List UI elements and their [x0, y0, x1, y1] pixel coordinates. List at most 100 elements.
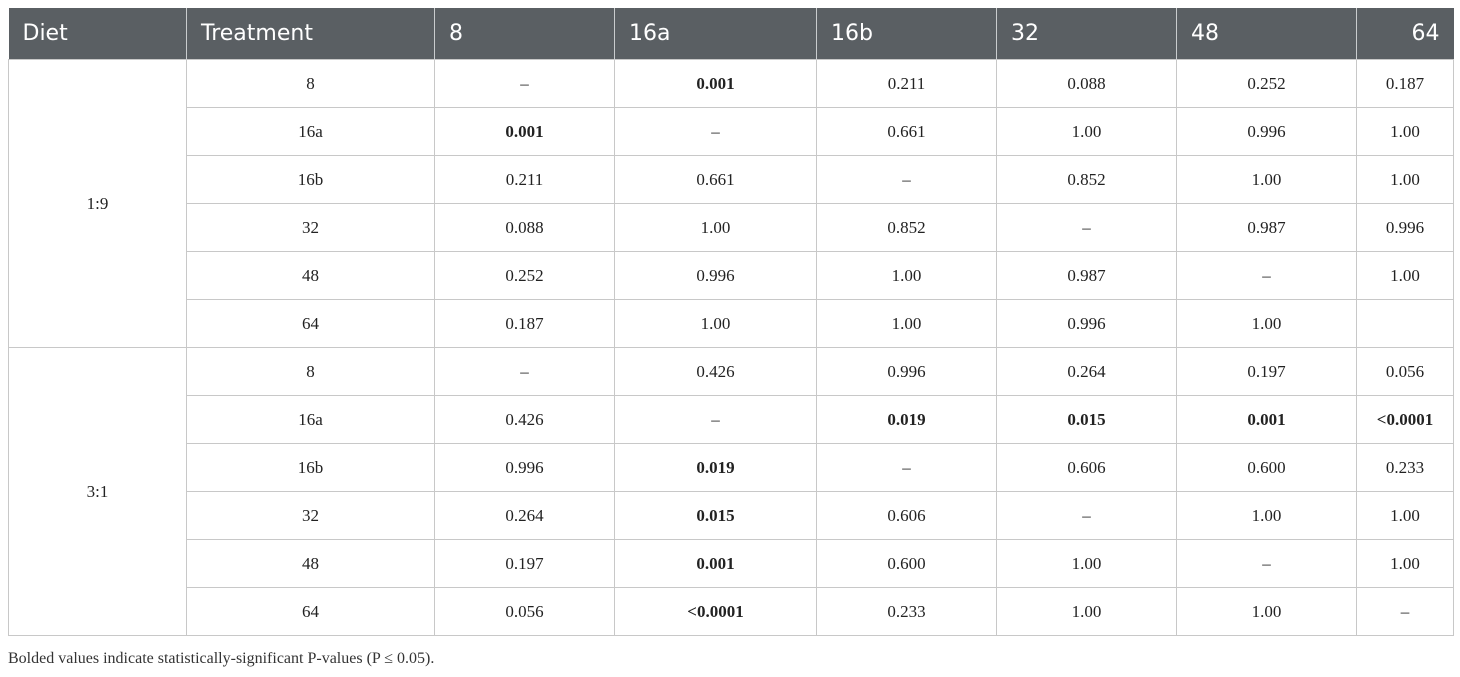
pvalue-cell-16b: 0.996 — [816, 347, 997, 396]
treatment-cell: 16a — [186, 395, 435, 444]
pvalue-cell-16a: <0.0001 — [614, 587, 817, 636]
pvalue-cell-8: 0.426 — [434, 395, 615, 444]
pvalue-cell-16b: – — [816, 443, 997, 492]
treatment-cell: 32 — [186, 491, 435, 540]
header-col-64: 64 — [1356, 8, 1454, 60]
pvalue-cell-16b: 0.600 — [816, 539, 997, 588]
pvalue-cell-8: 0.088 — [434, 203, 615, 252]
pvalue-cell-48: 0.600 — [1176, 443, 1357, 492]
pvalue-cell-16a: 0.426 — [614, 347, 817, 396]
pvalue-cell-16b: 1.00 — [816, 251, 997, 300]
pvalue-cell-64: 0.233 — [1356, 443, 1454, 492]
pvalue-cell-8: – — [434, 347, 615, 396]
pvalue-cell-64: 0.996 — [1356, 203, 1454, 252]
pvalue-cell-64: 1.00 — [1356, 107, 1454, 156]
pvalue-cell-64: 0.187 — [1356, 59, 1454, 108]
pvalue-cell-64: 1.00 — [1356, 539, 1454, 588]
pvalue-cell-48: 0.001 — [1176, 395, 1357, 444]
pvalue-cell-48: 1.00 — [1176, 491, 1357, 540]
pvalue-cell-64: 0.056 — [1356, 347, 1454, 396]
pvalue-cell-64 — [1356, 299, 1454, 348]
pvalue-cell-64: 1.00 — [1356, 251, 1454, 300]
header-col-16a: 16a — [614, 8, 817, 60]
treatment-cell: 48 — [186, 251, 435, 300]
pvalue-cell-16b: 0.211 — [816, 59, 997, 108]
treatment-cell: 16b — [186, 155, 435, 204]
table-footnote: Bolded values indicate statistically-sig… — [8, 650, 435, 667]
pvalue-cell-48: 0.996 — [1176, 107, 1357, 156]
pvalue-cell-64: 1.00 — [1356, 155, 1454, 204]
pvalue-cell-8: 0.001 — [434, 107, 615, 156]
pvalue-cell-32: 0.996 — [996, 299, 1177, 348]
pvalue-cell-16a: 0.019 — [614, 443, 817, 492]
pvalue-cell-16a: – — [614, 107, 817, 156]
pvalue-cell-32: 0.606 — [996, 443, 1177, 492]
pvalue-cell-32: 0.987 — [996, 251, 1177, 300]
table-row: 48 0.252 0.996 1.00 0.987–1.00 — [9, 251, 1454, 300]
pvalue-cell-8: 0.197 — [434, 539, 615, 588]
table-row: 64 0.056 <0.0001 0.233 1.00 1.00– — [9, 587, 1454, 636]
pvalue-cell-48: 0.197 — [1176, 347, 1357, 396]
pvalue-cell-16b: 0.019 — [816, 395, 997, 444]
table-row: 16a 0.001–0.661 1.00 0.996 1.00 — [9, 107, 1454, 156]
pvalue-cell-32: 0.852 — [996, 155, 1177, 204]
table-body: 1:9 8–0.001 0.211 0.088 0.252 0.187 16a 0.001–0… — [8, 59, 1454, 636]
table-row: 16b 0.996 0.019–0.606 0.600 0.233 — [9, 443, 1454, 492]
treatment-cell: 32 — [186, 203, 435, 252]
table-row: 16b 0.211 0.661–0.852 1.00 1.00 — [9, 155, 1454, 204]
header-treatment: Treatment — [186, 8, 435, 60]
pvalue-cell-64: <0.0001 — [1356, 395, 1454, 444]
header-diet: Diet — [8, 8, 187, 60]
header-col-32: 32 — [996, 8, 1177, 60]
table-header: Diet Treatment 8 16a 16b 32 48 64 — [8, 8, 1454, 60]
pvalue-cell-16a: 0.996 — [614, 251, 817, 300]
table-row: 1:9 8–0.001 0.211 0.088 0.252 0.187 — [8, 59, 1454, 348]
pvalue-cell-8: 0.187 — [434, 299, 615, 348]
treatment-cell: 8 — [186, 347, 435, 396]
pvalue-cell-16b: 1.00 — [816, 299, 997, 348]
pvalue-cell-48: 1.00 — [1176, 299, 1357, 348]
pvalue-cell-48: – — [1176, 251, 1357, 300]
pvalue-cell-32: 0.015 — [996, 395, 1177, 444]
table-row: 64 0.187 1.00 1.00 0.996 1.00 — [9, 299, 1454, 348]
pvalue-cell-48: 1.00 — [1176, 155, 1357, 204]
pvalue-cell-16b: 0.233 — [816, 587, 997, 636]
pvalue-cell-32: 0.264 — [996, 347, 1177, 396]
pvalue-cell-48: – — [1176, 539, 1357, 588]
pvalue-cell-8: 0.211 — [434, 155, 615, 204]
table-row: 32 0.088 1.00 0.852–0.987 0.996 — [9, 203, 1454, 252]
pvalue-cell-16b: 0.852 — [816, 203, 997, 252]
pvalue-cell-32: – — [996, 203, 1177, 252]
pvalue-cell-16a: – — [614, 395, 817, 444]
pvalue-cell-8: – — [434, 59, 615, 108]
pvalue-cell-8: 0.056 — [434, 587, 615, 636]
pvalue-cell-32: 1.00 — [996, 587, 1177, 636]
header-col-8: 8 — [434, 8, 615, 60]
pvalue-cell-16b: 0.661 — [816, 107, 997, 156]
pvalue-table-container: Diet Treatment 8 16a 16b 32 48 64 1:9 8–0… — [8, 8, 1454, 636]
treatment-cell: 64 — [186, 587, 435, 636]
pvalue-cell-16a: 0.015 — [614, 491, 817, 540]
pvalue-cell-48: 0.252 — [1176, 59, 1357, 108]
pvalue-cell-8: 0.996 — [434, 443, 615, 492]
pvalue-cell-16b: 0.606 — [816, 491, 997, 540]
pvalue-cell-8: 0.264 — [434, 491, 615, 540]
header-row: Diet Treatment 8 16a 16b 32 48 64 — [8, 8, 1454, 60]
header-col-16b: 16b — [816, 8, 997, 60]
pvalue-cell-16a: 1.00 — [614, 299, 817, 348]
diet-cell: 3:1 — [8, 347, 187, 636]
treatment-cell: 16a — [186, 107, 435, 156]
table-row: 16a 0.426–0.019 0.015 0.001 <0.0001 — [9, 395, 1454, 444]
pvalue-cell-32: 1.00 — [996, 107, 1177, 156]
pvalue-cell-16a: 0.001 — [614, 539, 817, 588]
diet-cell: 1:9 — [8, 59, 187, 348]
pvalue-cell-16b: – — [816, 155, 997, 204]
pvalue-table: Diet Treatment 8 16a 16b 32 48 64 1:9 8–0… — [8, 8, 1454, 636]
pvalue-cell-16a: 1.00 — [614, 203, 817, 252]
treatment-cell: 8 — [186, 59, 435, 108]
table-row: 32 0.264 0.015 0.606–1.00 1.00 — [9, 491, 1454, 540]
table-row: 48 0.197 0.001 0.600 1.00–1.00 — [9, 539, 1454, 588]
treatment-cell: 48 — [186, 539, 435, 588]
pvalue-cell-16a: 0.001 — [614, 59, 817, 108]
pvalue-cell-64: – — [1356, 587, 1454, 636]
